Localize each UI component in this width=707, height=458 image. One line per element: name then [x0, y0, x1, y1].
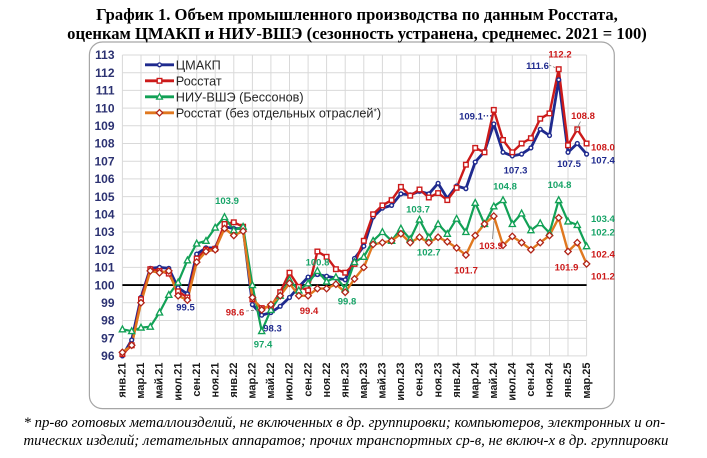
svg-text:99: 99 [101, 296, 115, 310]
svg-text:июл.21: июл.21 [172, 363, 184, 401]
svg-text:НИУ-ВШЭ (Бессонов): НИУ-ВШЭ (Бессонов) [176, 90, 304, 104]
svg-text:96: 96 [101, 349, 115, 363]
svg-text:111: 111 [96, 84, 115, 98]
svg-text:99.4: 99.4 [300, 306, 319, 317]
svg-text:101.9: 101.9 [555, 262, 579, 273]
svg-text:янв.21: янв.21 [117, 363, 129, 398]
svg-text:ноя.23: ноя.23 [432, 363, 444, 398]
svg-text:июл.23: июл.23 [395, 363, 407, 401]
svg-text:май.22: май.22 [265, 363, 277, 399]
svg-text:98.6: 98.6 [226, 307, 245, 318]
svg-text:сен.21: сен.21 [191, 363, 203, 397]
svg-text:Росстат (без отдельных отрасле: Росстат (без отдельных отраслей*) [176, 106, 381, 120]
svg-text:101.7: 101.7 [454, 265, 478, 276]
svg-text:99.8: 99.8 [338, 296, 357, 307]
svg-text:103: 103 [94, 225, 114, 239]
svg-text:сен.24: сен.24 [525, 362, 537, 397]
svg-text:107.4: 107.4 [591, 155, 615, 166]
svg-text:110: 110 [95, 101, 115, 115]
svg-text:янв.22: янв.22 [228, 363, 240, 398]
svg-text:мар.22: мар.22 [247, 363, 259, 399]
svg-text:107.3: 107.3 [504, 165, 528, 176]
svg-text:мар.21: мар.21 [135, 363, 147, 399]
svg-text:106: 106 [94, 172, 114, 186]
svg-text:104.8: 104.8 [493, 181, 517, 192]
svg-text:янв.23: янв.23 [339, 363, 351, 398]
svg-text:103.9: 103.9 [479, 241, 503, 252]
svg-text:101: 101 [94, 261, 114, 275]
svg-text:ЦМАКП: ЦМАКП [176, 58, 221, 72]
svg-text:102.7: 102.7 [417, 247, 441, 258]
svg-text:97: 97 [101, 331, 115, 345]
svg-text:ноя.22: ноя.22 [321, 363, 333, 398]
svg-text:мар.23: мар.23 [358, 363, 370, 399]
svg-text:107.5: 107.5 [557, 159, 581, 170]
svg-text:май.21: май.21 [154, 363, 166, 399]
svg-text:мар.25: мар.25 [581, 363, 593, 399]
svg-text:103.9: 103.9 [215, 196, 239, 207]
svg-text:июл.22: июл.22 [284, 363, 296, 401]
svg-text:май.23: май.23 [377, 363, 389, 399]
svg-text:янв.24: янв.24 [451, 362, 463, 398]
svg-text:109: 109 [94, 119, 114, 133]
svg-text:104.8: 104.8 [548, 180, 572, 191]
svg-text:100.8: 100.8 [306, 257, 330, 268]
svg-text:ноя.21: ноя.21 [209, 363, 221, 398]
svg-text:112.2: 112.2 [548, 49, 571, 60]
svg-text:103.4: 103.4 [591, 214, 615, 225]
svg-text:ноя.24: ноя.24 [544, 362, 556, 398]
svg-text:108.8: 108.8 [571, 111, 595, 122]
svg-text:102: 102 [94, 243, 114, 257]
svg-text:102.4: 102.4 [591, 249, 615, 260]
svg-text:97.4: 97.4 [254, 339, 273, 350]
svg-text:111.6: 111.6 [526, 61, 549, 72]
svg-text:113: 113 [95, 48, 115, 62]
svg-text:100: 100 [94, 278, 114, 292]
svg-text:105: 105 [94, 190, 114, 204]
svg-text:···: ··· [483, 111, 493, 122]
svg-text:Росстат: Росстат [176, 74, 222, 88]
svg-text:108: 108 [94, 137, 114, 151]
svg-text:сен.22: сен.22 [302, 363, 314, 397]
svg-text:май.24: май.24 [488, 362, 500, 399]
svg-text:янв.25: янв.25 [562, 363, 574, 398]
svg-text:99.5: 99.5 [176, 302, 195, 313]
svg-text:98.3: 98.3 [263, 323, 282, 334]
svg-text:107: 107 [94, 154, 114, 168]
svg-text:104: 104 [94, 208, 114, 222]
svg-text:сен.23: сен.23 [414, 363, 426, 397]
svg-text:108.0: 108.0 [591, 142, 615, 153]
svg-text:103.7: 103.7 [406, 204, 430, 215]
svg-text:101.2: 101.2 [591, 271, 615, 282]
svg-text:98: 98 [101, 314, 115, 328]
svg-text:мар.24: мар.24 [469, 362, 481, 399]
svg-text:102.2: 102.2 [591, 227, 615, 238]
svg-text:112: 112 [95, 66, 115, 80]
svg-text:109.1: 109.1 [459, 111, 483, 122]
svg-text:июл.24: июл.24 [507, 362, 519, 401]
